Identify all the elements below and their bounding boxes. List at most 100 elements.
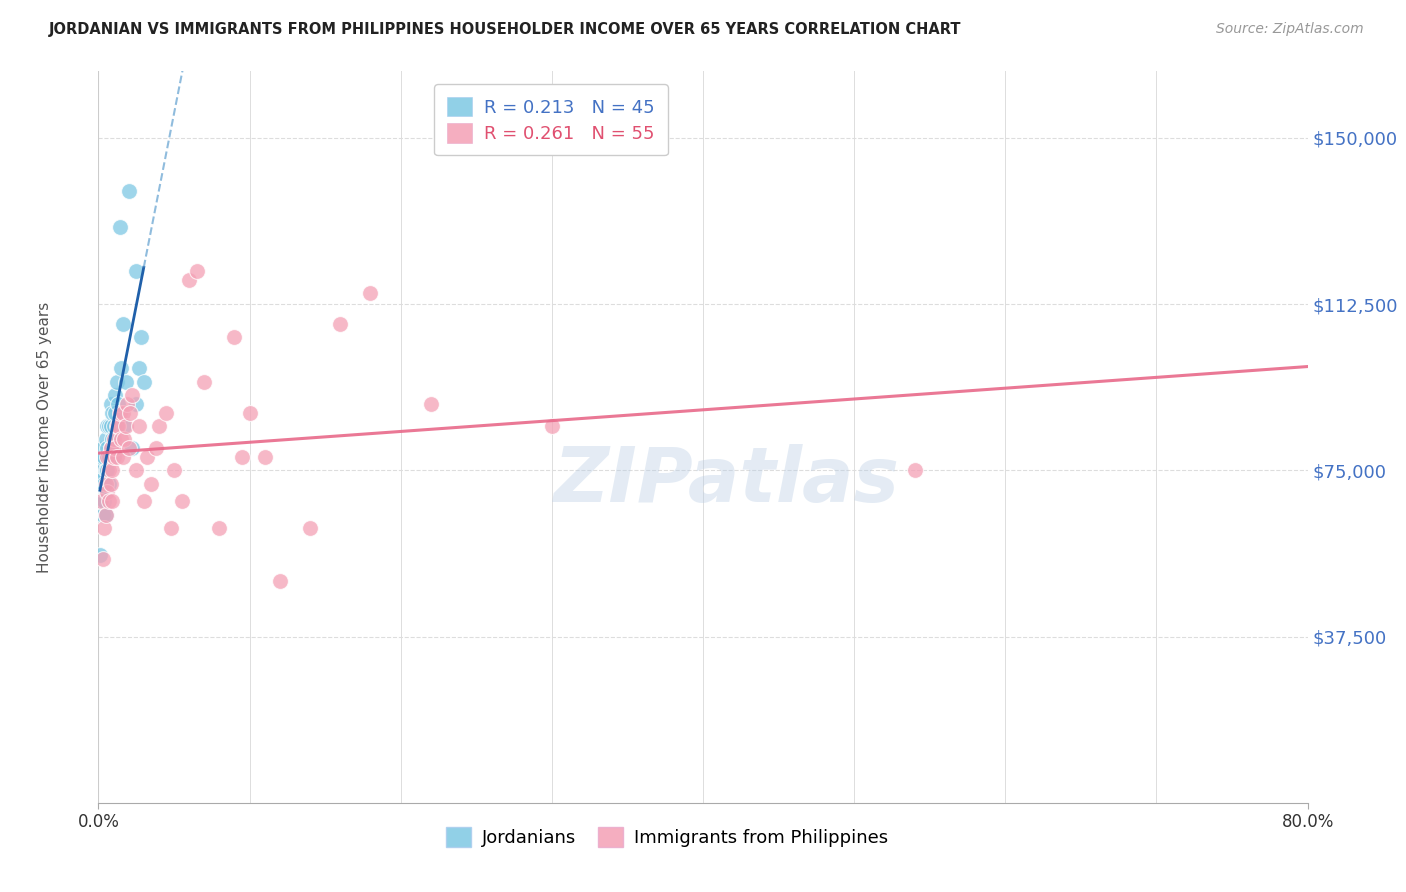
Point	[89, 476, 111, 491]
Point	[111, 406, 134, 420]
Point	[89, 548, 111, 562]
Legend: Jordanians, Immigrants from Philippines: Jordanians, Immigrants from Philippines	[437, 818, 897, 856]
Point	[208, 521, 231, 535]
Point	[94, 508, 117, 522]
Point	[141, 476, 163, 491]
Point	[129, 330, 152, 344]
Point	[98, 494, 121, 508]
Point	[103, 419, 125, 434]
Point	[94, 476, 117, 491]
Point	[96, 485, 118, 500]
Text: Householder Income Over 65 years: Householder Income Over 65 years	[37, 301, 52, 573]
Point	[90, 450, 112, 464]
Point	[104, 406, 127, 420]
Point	[155, 406, 177, 420]
Text: JORDANIAN VS IMMIGRANTS FROM PHILIPPINES HOUSEHOLDER INCOME OVER 65 YEARS CORREL: JORDANIAN VS IMMIGRANTS FROM PHILIPPINES…	[49, 22, 962, 37]
Point	[93, 476, 115, 491]
Point	[94, 485, 117, 500]
Point	[94, 508, 117, 522]
Point	[111, 317, 134, 331]
Point	[94, 463, 117, 477]
Point	[96, 463, 118, 477]
Point	[329, 317, 352, 331]
Point	[103, 450, 125, 464]
Point	[91, 552, 114, 566]
Point	[104, 441, 127, 455]
Point	[103, 450, 125, 464]
Point	[120, 406, 142, 420]
Point	[179, 273, 201, 287]
Point	[231, 450, 253, 464]
Point	[122, 20, 145, 34]
Point	[148, 419, 170, 434]
Point	[132, 494, 155, 508]
Point	[90, 494, 112, 508]
Point	[540, 419, 562, 434]
Point	[224, 330, 246, 344]
Text: Source: ZipAtlas.com: Source: ZipAtlas.com	[1216, 22, 1364, 37]
Point	[98, 419, 121, 434]
Point	[108, 406, 131, 420]
Point	[135, 450, 157, 464]
Point	[107, 419, 129, 434]
Point	[93, 494, 115, 508]
Point	[128, 361, 150, 376]
Point	[112, 419, 135, 434]
Point	[125, 397, 148, 411]
Point	[170, 494, 193, 508]
Point	[121, 441, 143, 455]
Point	[360, 285, 382, 300]
Point	[125, 264, 148, 278]
Point	[253, 450, 276, 464]
Point	[111, 450, 134, 464]
Point	[125, 463, 148, 477]
Point	[96, 419, 118, 434]
Point	[420, 397, 443, 411]
Point	[100, 419, 122, 434]
Point	[96, 441, 118, 455]
Point	[128, 419, 150, 434]
Point	[105, 450, 128, 464]
Point	[107, 397, 129, 411]
Point	[132, 375, 155, 389]
Point	[118, 441, 141, 455]
Point	[186, 264, 208, 278]
Point	[121, 388, 143, 402]
Point	[160, 521, 183, 535]
Point	[104, 388, 127, 402]
Point	[100, 441, 122, 455]
Point	[90, 463, 112, 477]
Point	[103, 432, 125, 446]
Point	[98, 463, 121, 477]
Point	[299, 521, 322, 535]
Point	[114, 375, 136, 389]
Point	[101, 463, 124, 477]
Point	[91, 441, 114, 455]
Point	[145, 441, 167, 455]
Point	[193, 375, 215, 389]
Point	[112, 432, 135, 446]
Point	[239, 406, 262, 420]
Point	[94, 432, 117, 446]
Point	[110, 432, 132, 446]
Point	[101, 432, 124, 446]
Point	[100, 476, 122, 491]
Point	[114, 419, 136, 434]
Point	[105, 375, 128, 389]
Point	[115, 397, 138, 411]
Point	[96, 450, 118, 464]
Point	[98, 450, 121, 464]
Point	[100, 441, 122, 455]
Point	[93, 450, 115, 464]
Point	[98, 476, 121, 491]
Point	[105, 419, 128, 434]
Point	[904, 463, 927, 477]
Point	[163, 463, 186, 477]
Point	[118, 184, 141, 198]
Point	[100, 397, 122, 411]
Text: ZIPatlas: ZIPatlas	[554, 444, 900, 518]
Point	[91, 508, 114, 522]
Point	[93, 521, 115, 535]
Point	[91, 472, 114, 486]
Point	[101, 494, 124, 508]
